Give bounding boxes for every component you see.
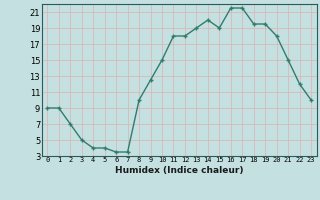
X-axis label: Humidex (Indice chaleur): Humidex (Indice chaleur): [115, 166, 244, 175]
